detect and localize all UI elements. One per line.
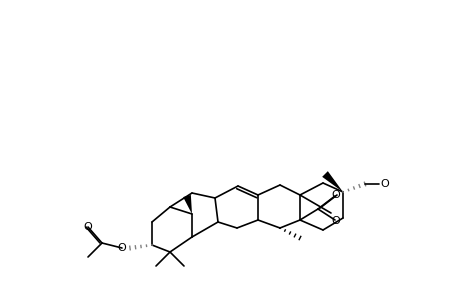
Text: O: O xyxy=(84,222,92,232)
Polygon shape xyxy=(183,195,191,214)
Polygon shape xyxy=(321,171,342,192)
Text: O: O xyxy=(380,179,388,189)
Text: O: O xyxy=(331,216,340,226)
Text: O: O xyxy=(331,190,340,200)
Text: O: O xyxy=(118,243,126,253)
